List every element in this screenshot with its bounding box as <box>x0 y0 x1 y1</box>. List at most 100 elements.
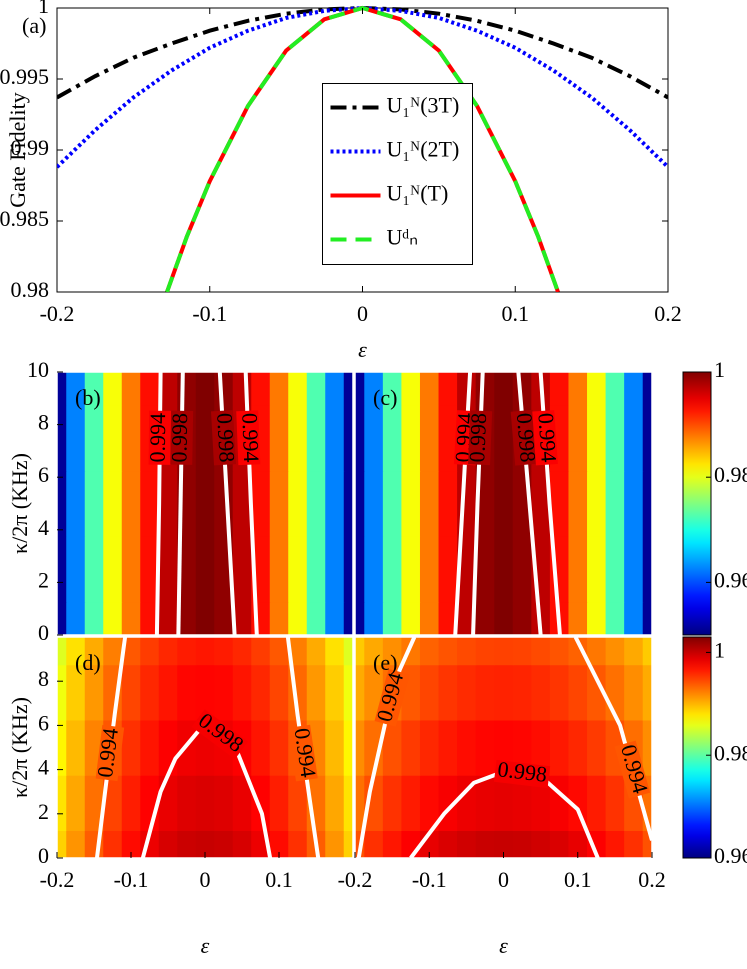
heat-cell <box>121 719 141 776</box>
heat-cell <box>364 830 384 858</box>
heat-cell <box>251 775 271 831</box>
contour-label-bg <box>532 410 558 466</box>
heat-cell <box>587 602 607 635</box>
heat-cell <box>624 372 644 406</box>
heat-cell <box>232 637 252 666</box>
heat-cell <box>325 719 345 776</box>
heat-cell <box>494 602 514 635</box>
heat-cell <box>158 637 178 666</box>
heat-cell <box>306 470 326 537</box>
heat-cell <box>140 372 160 406</box>
heat-cell <box>568 830 588 858</box>
panel-label: (a) <box>22 13 46 38</box>
heat-cell <box>84 404 104 472</box>
colorbar <box>682 371 712 636</box>
heat-cell <box>343 637 353 666</box>
colorbar-tick-label: 1 <box>714 637 725 662</box>
heat-cell <box>269 664 289 721</box>
heat-cell <box>66 664 86 721</box>
x-tick-label: 0 <box>498 867 509 892</box>
heat-cell <box>158 536 178 603</box>
heat-cell <box>587 719 607 776</box>
colorbar-tick-label: 0.96 <box>714 567 747 592</box>
heat-cell <box>84 470 104 537</box>
heat-cell <box>343 404 353 472</box>
heat-cell <box>325 602 345 635</box>
contour-label: 0.998 <box>212 412 240 463</box>
heat-cell <box>605 775 625 831</box>
heat-cell <box>364 372 384 406</box>
y-axis-label: Gate Fidelity <box>5 92 30 207</box>
heat-cell <box>382 536 403 603</box>
heat-cell <box>531 470 551 537</box>
heat-cell <box>419 637 440 666</box>
heat-cell <box>642 830 652 858</box>
heat-cell <box>531 775 551 831</box>
heat-cell <box>103 637 123 666</box>
heat-cell <box>158 372 178 406</box>
heat-cell <box>103 830 123 858</box>
heat-cell <box>475 372 495 406</box>
heat-cell <box>642 637 652 666</box>
heat-cell <box>269 602 289 635</box>
heat-cell <box>66 719 86 776</box>
heat-cell <box>382 637 403 666</box>
contour-label: 0.994 <box>237 412 264 462</box>
heat-cell <box>355 470 365 537</box>
heat-cell <box>84 372 104 406</box>
colorbar-tick-label: 0.98 <box>714 740 747 765</box>
contour-label: 0.998 <box>496 756 548 787</box>
heat-cell <box>306 664 326 721</box>
heat-cell <box>587 637 607 666</box>
y-tick-label: 8 <box>38 410 49 435</box>
heat-cell <box>343 775 353 831</box>
heat-cell <box>66 830 86 858</box>
heat-cell <box>401 536 421 603</box>
x-axis-label: ε <box>499 933 508 958</box>
contour-label: 0.994 <box>92 727 123 779</box>
contour-label-bg <box>211 410 236 466</box>
y-tick-label: 8 <box>38 666 49 691</box>
heat-cell <box>382 830 403 858</box>
heat-cell <box>103 602 123 635</box>
y-axis-label: κ/2π (KHz) <box>7 453 32 554</box>
colorbar-tick-label: 1 <box>714 357 725 382</box>
heat-cell <box>355 719 365 776</box>
heat-cell <box>195 470 215 537</box>
heat-cell <box>568 664 588 721</box>
heat-cell <box>269 470 289 537</box>
heat-cell <box>419 719 440 776</box>
heat-cell <box>84 536 104 603</box>
heat-cell <box>475 602 495 635</box>
heat-cell <box>103 536 123 603</box>
y-tick-label: 0.985 <box>0 206 49 231</box>
heat-cell <box>214 372 234 406</box>
legend-box <box>322 83 473 265</box>
x-tick-label: 0.2 <box>638 867 666 892</box>
heat-cell <box>306 602 326 635</box>
heat-cell <box>232 830 252 858</box>
x-tick-label: -0.2 <box>338 867 373 892</box>
heat-cell <box>251 719 271 776</box>
heat-cell <box>624 404 644 472</box>
heat-cell <box>494 470 514 537</box>
contour-label-bg <box>493 759 551 789</box>
heat-cell <box>325 536 345 603</box>
heat-cell <box>343 536 353 603</box>
heat-cell <box>269 637 289 666</box>
heat-cell <box>177 602 197 635</box>
heat-cell <box>624 664 644 721</box>
heat-cell <box>195 637 215 666</box>
heat-cell <box>66 775 86 831</box>
plot-frame <box>354 371 653 636</box>
heat-cell <box>494 775 514 831</box>
x-tick-label: -0.1 <box>114 867 149 892</box>
heat-cell <box>57 719 67 776</box>
heat-cell <box>512 719 532 776</box>
heat-cell <box>457 830 477 858</box>
heat-cell <box>438 719 458 776</box>
y-tick-label: 0.98 <box>11 277 50 302</box>
plot-frame <box>56 371 354 636</box>
heat-cell <box>214 602 234 635</box>
